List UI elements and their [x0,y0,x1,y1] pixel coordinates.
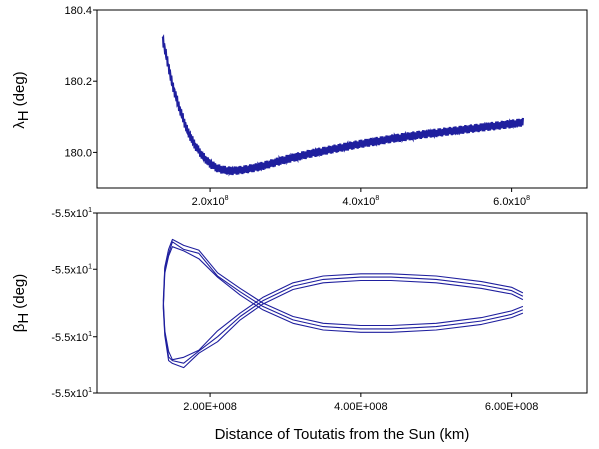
panel-top: 2.0x108 4.0x108 6.0x108 180.0 180.2 180.4 λH… [11,5,588,208]
top-x-tick-label: 2.0x108 [192,195,229,208]
bot-y-tick-label: -5.5x101 [51,387,92,400]
x-axis-title: Distance of Toutatis from the Sun (km) [215,426,470,443]
bot-x-tick-label: 2.00E+008 [183,401,237,413]
top-series-group [161,34,524,177]
bottom-y-axis-title: βH (deg) [11,274,32,333]
bottom-series-line [162,246,524,369]
bottom-series-line [162,238,524,361]
bottom-series-group [162,238,524,369]
bot-x-tick-label: 6.00E+008 [485,401,539,413]
top-y-axis-symbol: λ [11,121,28,129]
top-y-axis-unit: (deg) [11,71,28,106]
top-series-line [161,34,524,177]
bot-y-tick-label: -5.5x101 [51,331,92,344]
top-y-axis-title: λH (deg) [11,71,32,128]
top-y-tick-label: 180.4 [64,5,92,17]
bottom-y-axis-symbol: β [11,323,28,332]
top-x-tick-group: 2.0x108 4.0x108 6.0x108 [192,188,530,208]
bottom-y-axis-subscript: H [15,313,32,324]
bottom-series-line [162,241,524,364]
top-y-tick-label: 180.2 [64,76,92,88]
top-plot-frame [96,9,588,189]
top-y-axis-subscript: H [15,110,32,121]
bottom-y-axis-unit: (deg) [11,274,28,309]
top-y-tick-label: 180.0 [64,147,92,159]
top-y-tick-group: 180.0 180.2 180.4 [64,5,97,159]
top-x-tick-label: 4.0x108 [342,195,379,208]
bot-y-tick-label: -5.5x101 [51,207,92,220]
bottom-x-tick-group: 2.00E+008 4.00E+008 6.00E+008 [183,393,538,413]
top-x-tick-label: 6.0x108 [493,195,530,208]
bot-y-tick-label: -5.5x101 [51,263,92,276]
bottom-plot-frame [96,212,588,394]
bot-x-tick-label: 4.00E+008 [334,401,388,413]
bottom-y-tick-group: -5.5x101 -5.5x101 -5.5x101 -5.5x101 [51,207,97,400]
panel-bottom: 2.00E+008 4.00E+008 6.00E+008 -5.5x101-5.5… [11,207,588,413]
